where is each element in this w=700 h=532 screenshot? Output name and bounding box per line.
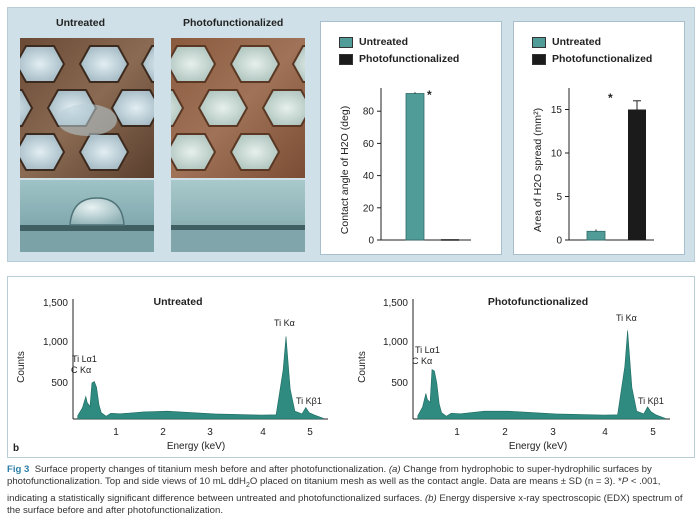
edx-untreated-xtick-4: 4	[260, 427, 266, 438]
edx-photofunctionalized-ytick-500: 500	[391, 378, 408, 389]
spread-ticks: 0 5 10 15	[551, 105, 569, 247]
edx-untreated-xtick-1: 1	[113, 427, 119, 438]
caption-sub-2: 2	[245, 482, 250, 490]
legend-swatch-untreated	[339, 36, 353, 48]
ca-bar-untreated	[405, 93, 425, 241]
edx-untreated-xlabel: Energy (keV)	[167, 441, 225, 452]
edx-photofunctionalized-ytick-1000: 1,000	[383, 337, 408, 348]
edx-photofunctionalized-ytick-1500: 1,500	[383, 298, 408, 309]
edx-photofunctionalized-xtick-2: 2	[502, 427, 508, 438]
caption-b-label: (b)	[424, 492, 437, 504]
contact-angle-ticks: 0 20 40 60 80	[363, 107, 381, 247]
edx-untreated-ytick-1000: 1,000	[43, 337, 68, 348]
spread-legend-item-untreated: Untreated	[532, 35, 652, 49]
photofunctionalized-droplet-side-photo	[171, 180, 305, 252]
sp-bar-photofunctionalized	[628, 109, 646, 240]
photo-label-photofunctionalized: Photofunctionalized	[183, 17, 284, 29]
photo-label-untreated: Untreated	[56, 17, 106, 29]
caption-text-5: Energy dispersive x-ray spectroscopic (E…	[7, 492, 683, 517]
edx-photofunctionalized-xtick-5: 5	[650, 427, 656, 438]
ca-tick-label-80: 80	[363, 107, 375, 118]
panel-b: b Untreated Counts 500 1,000 1,500 1 2 3…	[7, 276, 695, 458]
ca-tick-label-60: 60	[363, 139, 375, 150]
edx-untreated-peak-ti-ka: Ti Kα	[274, 318, 295, 328]
caption-text-3: O placed on titanium mesh as well as the…	[249, 476, 622, 488]
edx-photofunctionalized-spectrum	[417, 330, 666, 420]
edx-untreated-title: Untreated	[153, 296, 202, 308]
spread-legend-label-photofunctionalized: Photofunctionalized	[552, 53, 653, 65]
spread-legend-label-untreated: Untreated	[552, 36, 602, 48]
caption-text-2: Change from hydrophobic to super-hydroph…	[7, 464, 652, 488]
spread-ylabel: Area of H2O spread (mm²)	[532, 108, 544, 232]
edx-photofunctionalized-ylabel: Counts	[357, 351, 368, 383]
panel-b-label: b	[13, 443, 19, 454]
edx-untreated-ylabel: Counts	[16, 351, 27, 383]
legend-item-photofunctionalized: Photofunctionalized	[339, 52, 459, 66]
ca-tick-label-20: 20	[363, 203, 375, 214]
edx-photofunctionalized-xtick-4: 4	[602, 427, 608, 438]
caption-text-1: Surface property changes of titanium mes…	[34, 464, 387, 475]
edx-untreated-peak-ti-la1: Ti Lα1	[72, 354, 97, 364]
spread-legend: Untreated Photofunctionalized	[532, 35, 652, 69]
edx-photofunctionalized-title: Photofunctionalized	[488, 296, 588, 308]
edx-untreated-peak-c-ka: C Kα	[71, 365, 91, 375]
untreated-droplet-side-photo	[20, 180, 154, 252]
ca-bar-photofunctionalized	[441, 239, 459, 241]
caption-p-label: P	[621, 476, 629, 488]
spread-plot: Area of H2O spread (mm²) 0 5 10 15 *	[532, 88, 654, 247]
caption-text-4: < .001, indicating a statistically signi…	[7, 476, 661, 504]
edx-untreated-spectrum	[77, 336, 324, 420]
figure-caption: Fig 3 Surface property changes of titani…	[7, 464, 695, 518]
sp-tick-label-15: 15	[551, 105, 563, 116]
sp-tick-label-5: 5	[556, 192, 562, 203]
edx-photofunctionalized-xlabel: Energy (keV)	[509, 441, 567, 452]
contact-angle-legend: Untreated Photofunctionalized	[339, 35, 459, 69]
sp-tick-label-10: 10	[551, 149, 563, 160]
edx-untreated: Untreated Counts 500 1,000 1,500 1 2 3 4…	[16, 296, 328, 452]
edx-untreated-xtick-3: 3	[207, 427, 213, 438]
edx-untreated-ytick-500: 500	[51, 378, 68, 389]
edx-untreated-ytick-1500: 1,500	[43, 298, 68, 309]
panel-a: Untreated Photofunctionalized	[7, 7, 695, 262]
edx-photofunctionalized-peak-ti-la1: Ti Lα1	[415, 345, 440, 355]
contact-angle-ylabel: Contact angle of H2O (deg)	[339, 106, 351, 234]
ca-tick-label-40: 40	[363, 171, 375, 182]
caption-fig-label: Fig 3	[7, 464, 30, 475]
contact-angle-plot: Contact angle of H2O (deg) 0 20 40 60 80…	[339, 88, 471, 247]
photofunctionalized-mesh-top-photo	[171, 38, 305, 178]
edx-photofunctionalized: Photofunctionalized Counts 500 1,000 1,5…	[357, 296, 670, 452]
edx-spectra: b Untreated Counts 500 1,000 1,500 1 2 3…	[13, 296, 670, 454]
spread-legend-swatch-untreated	[532, 36, 546, 48]
contact-angle-chart: Untreated Photofunctionalized Contact an…	[320, 21, 502, 255]
spread-legend-swatch-photofunctionalized	[532, 53, 546, 65]
spread-area-chart: Untreated Photofunctionalized Area of H2…	[513, 21, 685, 255]
legend-swatch-photofunctionalized	[339, 53, 353, 65]
ca-tick-label-0: 0	[368, 236, 374, 247]
legend-label-photofunctionalized: Photofunctionalized	[359, 53, 460, 65]
legend-item-untreated: Untreated	[339, 35, 459, 49]
edx-photofunctionalized-xtick-3: 3	[550, 427, 556, 438]
edx-photofunctionalized-peak-ti-ka: Ti Kα	[616, 313, 637, 323]
sp-significance-marker: *	[608, 91, 613, 105]
edx-untreated-peak-ti-kb1: Ti Kβ1	[296, 396, 322, 406]
edx-photofunctionalized-peak-ti-kb1: Ti Kβ1	[638, 396, 664, 406]
sp-tick-label-0: 0	[556, 236, 562, 247]
spread-legend-item-photofunctionalized: Photofunctionalized	[532, 52, 652, 66]
edx-photofunctionalized-xtick-1: 1	[454, 427, 460, 438]
sp-bar-untreated	[586, 230, 606, 241]
edx-photofunctionalized-peak-c-ka: C Kα	[412, 356, 432, 366]
ca-significance-marker: *	[427, 88, 432, 102]
caption-a-label: (a)	[388, 464, 401, 475]
untreated-mesh-top-photo	[20, 38, 154, 178]
edx-untreated-xtick-2: 2	[160, 427, 166, 438]
legend-label-untreated: Untreated	[359, 36, 409, 48]
edx-untreated-xtick-5: 5	[307, 427, 313, 438]
